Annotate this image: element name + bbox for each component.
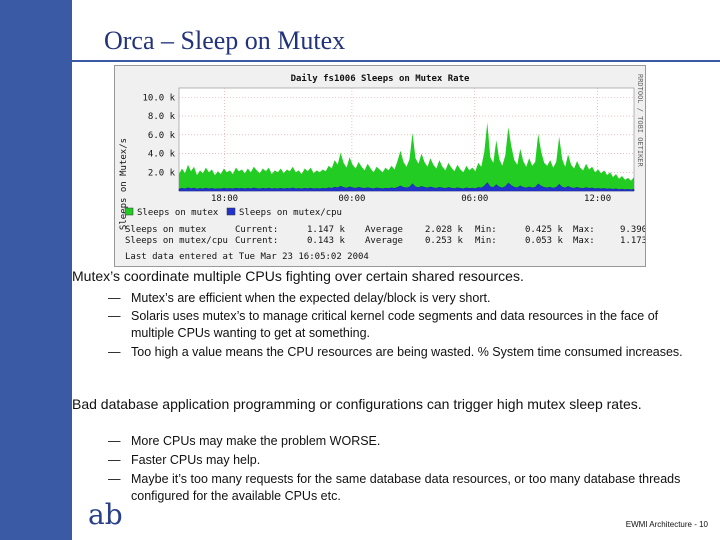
- y-axis-label: Sleeps on Mutex/s: [119, 138, 129, 230]
- stats-cell: Max:: [573, 236, 595, 246]
- sub-bullet-text: Maybe it’s too many requests for the sam…: [131, 472, 681, 503]
- dash-bullet-icon: —: [108, 472, 121, 486]
- stats-cell: 1.147 k: [307, 225, 346, 235]
- last-update-text: Last data entered at Tue Mar 23 16:05:02…: [125, 252, 369, 262]
- stats-cell: Average: [365, 236, 403, 246]
- x-tick-label: 06:00: [461, 194, 488, 204]
- sub-bullet-point: — Mutex’s are efficient when the expected…: [108, 290, 686, 307]
- bullet-point: Bad database application programming or …: [54, 396, 682, 413]
- stats-cell: 0.053 k: [525, 236, 564, 246]
- stats-cell: Average: [365, 225, 403, 235]
- bullet-text: Mutex’s coordinate multiple CPUs fightin…: [72, 268, 524, 284]
- sub-bullet-text: More CPUs may make the problem WORSE.: [131, 434, 381, 448]
- stats-cell: Max:: [573, 225, 595, 235]
- stats-cell: Min:: [475, 225, 497, 235]
- series-sleeps-on-mutex: [179, 122, 634, 191]
- stats-cell: 0.425 k: [525, 225, 564, 235]
- mutex-rate-graph: Daily fs1006 Sleeps on Mutex Rate Sleeps…: [114, 65, 646, 267]
- rrdtool-credit: RRDTOOL / TOBI OETIKER: [636, 74, 644, 168]
- slide-footer: EWMI Architecture - 10: [625, 520, 708, 529]
- sub-bullet-point: — Faster CPUs may help.: [108, 452, 686, 469]
- legend-swatch: [124, 207, 134, 216]
- x-tick-label: 12:00: [584, 194, 611, 204]
- bullet-point: Mutex’s coordinate multiple CPUs fightin…: [54, 268, 682, 285]
- company-logo: ab: [88, 498, 123, 531]
- y-tick-label: 10.0 k: [142, 93, 175, 103]
- x-tick-label: 00:00: [338, 194, 365, 204]
- dash-bullet-icon: —: [108, 434, 121, 448]
- dash-bullet-icon: —: [108, 291, 121, 305]
- stats-cell: 0.253 k: [425, 236, 464, 246]
- mutex-rate-chart: Daily fs1006 Sleeps on Mutex Rate Sleeps…: [119, 73, 645, 262]
- title-rule: [24, 60, 720, 62]
- slide-title: Orca – Sleep on Mutex: [104, 26, 346, 55]
- stats-cell: Current:: [235, 225, 278, 235]
- stats-cell: Current:: [235, 236, 278, 246]
- legend-swatch: [226, 207, 236, 216]
- stats-cell: 0.143 k: [307, 236, 346, 246]
- sub-bullet-text: Solaris uses mutex’s to manage critical …: [131, 309, 659, 340]
- stats-cell: 9.390 k: [620, 225, 645, 235]
- dash-bullet-icon: —: [108, 309, 121, 323]
- stats-cell: 2.028 k: [425, 225, 464, 235]
- sub-bullet-point: — More CPUs may make the problem WORSE.: [108, 433, 686, 450]
- dash-bullet-icon: —: [108, 345, 121, 359]
- sub-bullet-text: Too high a value means the CPU resources…: [131, 345, 683, 359]
- legend-label: Sleeps on mutex: [137, 208, 219, 218]
- y-tick-label: 6.0 k: [148, 131, 176, 141]
- y-tick-label: 4.0 k: [148, 150, 176, 160]
- sub-bullet-point: — Solaris uses mutex’s to manage critical…: [108, 308, 686, 341]
- legend-label: Sleeps on mutex/cpu: [239, 208, 342, 218]
- sub-bullet-point: — Too high a value means the CPU resource…: [108, 344, 686, 361]
- y-tick-label: 8.0 k: [148, 112, 176, 122]
- stats-cell: Min:: [475, 236, 497, 246]
- bullet-text: Bad database application programming or …: [72, 396, 642, 412]
- sub-bullet-text: Faster CPUs may help.: [131, 453, 261, 467]
- stats-cell: Sleeps on mutex/cpu: [125, 236, 228, 246]
- sub-bullet-point: — Maybe it’s too many requests for the sa…: [108, 471, 686, 504]
- y-tick-label: 2.0 k: [148, 168, 176, 178]
- stats-cell: Sleeps on mutex: [125, 225, 207, 235]
- series-sleeps-on-mutex-per-cpu: [178, 182, 635, 192]
- stats-cell: 1.173 k: [620, 236, 645, 246]
- sub-bullet-text: Mutex’s are efficient when the expected …: [131, 291, 491, 305]
- chart-title: Daily fs1006 Sleeps on Mutex Rate: [291, 73, 470, 84]
- x-tick-label: 18:00: [211, 194, 238, 204]
- dash-bullet-icon: —: [108, 453, 121, 467]
- slide-side-bar: [0, 0, 72, 540]
